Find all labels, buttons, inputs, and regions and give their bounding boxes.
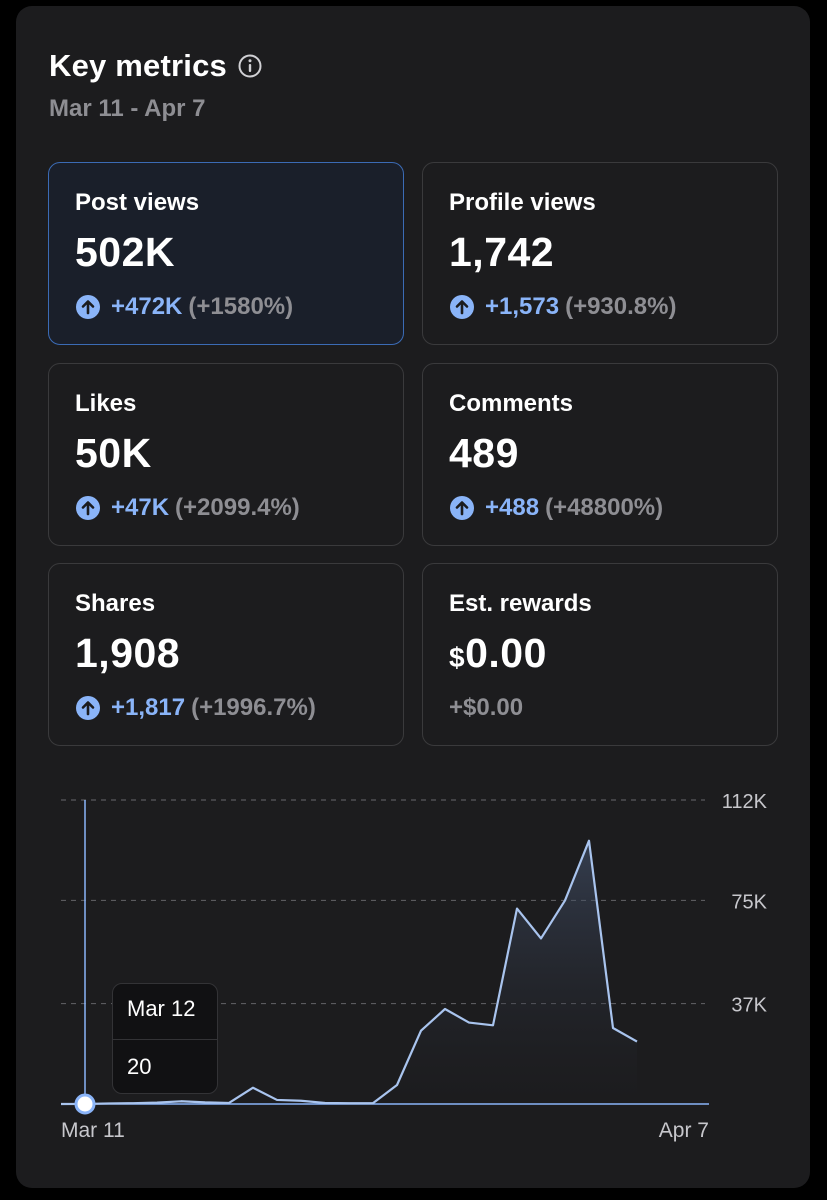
tooltip-divider bbox=[113, 1039, 217, 1040]
hover-marker[interactable] bbox=[74, 1093, 96, 1115]
metric-card-shares[interactable]: Shares 1,908 +1,817 (+1996.7%) bbox=[48, 563, 404, 746]
data-point[interactable] bbox=[57, 1100, 65, 1108]
metric-delta-abs: +1,573 bbox=[485, 293, 560, 320]
metric-delta-pct: (+48800%) bbox=[545, 494, 664, 521]
currency-symbol: $ bbox=[449, 642, 466, 673]
data-point[interactable] bbox=[297, 1097, 305, 1105]
metric-delta: +488 (+48800%) bbox=[449, 494, 663, 522]
data-point[interactable] bbox=[513, 905, 521, 913]
metric-value-number: 0.00 bbox=[465, 630, 547, 676]
arrow-up-circle-icon bbox=[76, 295, 100, 319]
data-point[interactable] bbox=[489, 1021, 497, 1029]
data-point[interactable] bbox=[129, 1099, 137, 1107]
metric-value: 502K bbox=[75, 229, 176, 275]
x-tick-label: Apr 7 bbox=[659, 1119, 709, 1142]
metric-label: Est. rewards bbox=[449, 590, 592, 617]
data-point[interactable] bbox=[201, 1098, 209, 1106]
y-tick-label: 75K bbox=[731, 891, 767, 913]
metric-delta-pct: (+930.8%) bbox=[565, 293, 677, 320]
data-point[interactable] bbox=[273, 1096, 281, 1104]
metric-delta: +472K (+1580%) bbox=[75, 293, 293, 321]
metric-delta: +$0.00 bbox=[449, 694, 523, 722]
metric-value: 1,908 bbox=[75, 630, 181, 676]
metric-delta-abs: +47K bbox=[111, 494, 170, 521]
data-point[interactable] bbox=[417, 1027, 425, 1035]
tooltip-value: 20 bbox=[127, 1054, 152, 1079]
metric-label: Post views bbox=[75, 189, 200, 216]
metric-delta: +1,817 (+1996.7%) bbox=[75, 694, 316, 722]
arrow-up-circle-icon bbox=[76, 496, 100, 520]
arrow-up-circle-icon bbox=[450, 496, 474, 520]
metric-label: Comments bbox=[449, 390, 574, 417]
metric-value: $0.00 bbox=[449, 630, 547, 677]
data-point[interactable] bbox=[561, 896, 569, 904]
metric-delta-pct: (+2099.4%) bbox=[175, 494, 300, 521]
metric-card-profile-views[interactable]: Profile views 1,742 +1,573 (+930.8%) bbox=[422, 162, 778, 345]
data-point[interactable] bbox=[633, 1038, 641, 1046]
data-point[interactable] bbox=[585, 837, 593, 845]
metric-delta: +1,573 (+930.8%) bbox=[449, 293, 676, 321]
title-text: Key metrics bbox=[49, 48, 227, 83]
series-line bbox=[60, 839, 638, 1106]
metric-value: 1,742 bbox=[449, 229, 555, 275]
arrow-up-circle-icon bbox=[76, 696, 100, 720]
metric-card-likes[interactable]: Likes 50K +47K (+2099.4%) bbox=[48, 363, 404, 546]
data-point[interactable] bbox=[177, 1097, 185, 1105]
data-point[interactable] bbox=[393, 1081, 401, 1089]
data-point[interactable] bbox=[609, 1024, 617, 1032]
data-point[interactable] bbox=[369, 1099, 377, 1107]
metric-label: Profile views bbox=[449, 189, 596, 216]
data-point[interactable] bbox=[105, 1099, 113, 1107]
series-area bbox=[61, 840, 637, 1104]
data-point[interactable] bbox=[153, 1099, 161, 1107]
metric-value: 489 bbox=[449, 430, 519, 476]
data-point[interactable] bbox=[321, 1099, 329, 1107]
data-point[interactable] bbox=[345, 1099, 353, 1107]
metric-label: Shares bbox=[75, 590, 156, 617]
data-point[interactable] bbox=[537, 934, 545, 942]
metric-delta-abs: +$0.00 bbox=[449, 694, 524, 721]
tooltip-date: Mar 12 bbox=[127, 996, 196, 1021]
metric-card-est-rewards[interactable]: Est. rewards $0.00 +$0.00 bbox=[422, 563, 778, 746]
metric-delta-abs: +488 bbox=[485, 494, 540, 521]
chart-tooltip: Mar 12 20 bbox=[112, 983, 218, 1094]
data-point[interactable] bbox=[465, 1019, 473, 1027]
metric-label: Likes bbox=[75, 390, 137, 417]
metric-value: 50K bbox=[75, 430, 152, 476]
metric-delta-pct: (+1996.7%) bbox=[191, 694, 316, 721]
metric-delta-pct: (+1580%) bbox=[188, 293, 294, 320]
info-icon[interactable] bbox=[237, 53, 263, 79]
y-tick-label: 112K bbox=[722, 791, 768, 813]
data-point[interactable] bbox=[249, 1084, 257, 1092]
page-title: Key metrics bbox=[49, 48, 263, 84]
metric-delta: +47K (+2099.4%) bbox=[75, 494, 300, 522]
data-point[interactable] bbox=[441, 1005, 449, 1013]
x-tick-label: Mar 11 bbox=[61, 1119, 125, 1142]
metric-card-post-views[interactable]: Post views 502K +472K (+1580%) bbox=[48, 162, 404, 345]
arrow-up-circle-icon bbox=[450, 295, 474, 319]
metric-delta-abs: +472K bbox=[111, 293, 183, 320]
date-range: Mar 11 - Apr 7 bbox=[49, 95, 206, 122]
metric-delta-abs: +1,817 bbox=[111, 694, 186, 721]
data-point[interactable] bbox=[225, 1099, 233, 1107]
metric-card-comments[interactable]: Comments 489 +488 (+48800%) bbox=[422, 363, 778, 546]
y-tick-label: 37K bbox=[731, 995, 767, 1017]
